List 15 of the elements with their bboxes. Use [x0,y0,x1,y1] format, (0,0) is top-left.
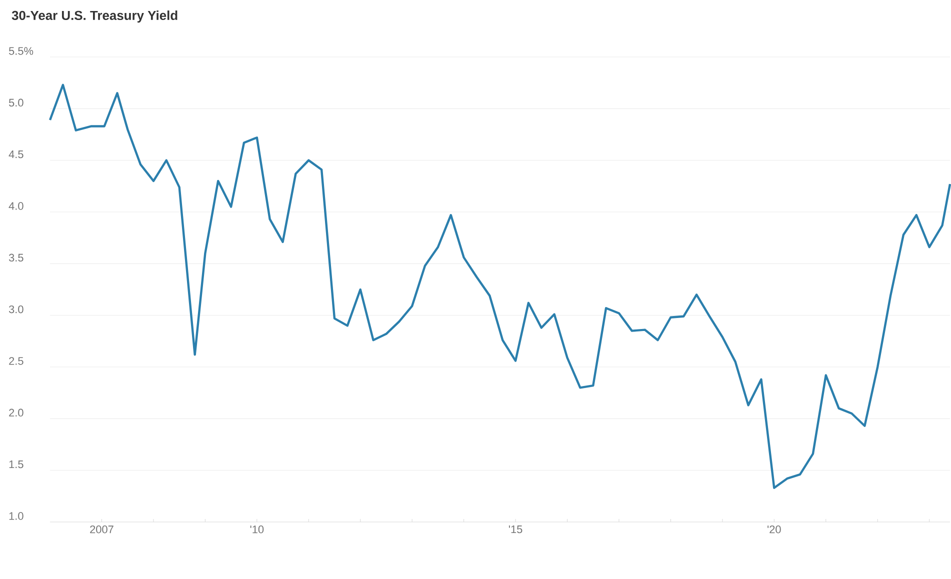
y-tick-label: 2.5 [9,357,24,365]
y-tick-label: 3.0 [8,305,24,314]
x-tick-label: '10 [250,526,264,534]
y-tick-label: 2.0 [9,408,24,417]
y-tick-label: 5.5% [8,47,34,55]
y-tick-label: 5.0 [8,98,24,107]
y-tick-label: 4.5 [8,150,24,158]
x-tick-label: '15 [508,526,522,534]
y-tick-label: 4.0 [8,202,24,210]
x-tick-label: 2007 [90,526,114,534]
y-tick-label: 1.5 [9,460,24,468]
x-tick-label: '20 [768,526,781,534]
y-tick-label: 3.5 [8,254,24,262]
chart-title: 30-Year U.S. Treasury Yield [12,10,178,23]
y-tick-label: 1.0 [9,512,24,520]
